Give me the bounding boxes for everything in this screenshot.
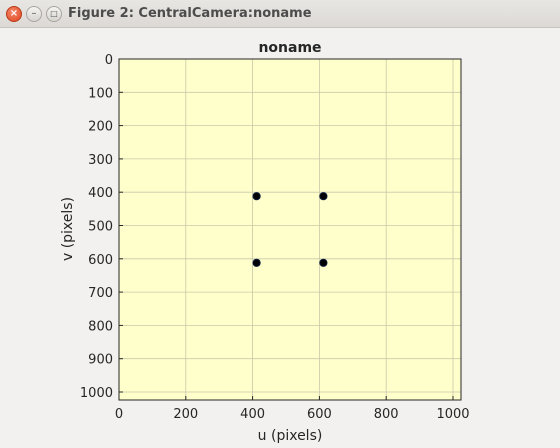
data-point xyxy=(252,192,261,201)
axes-background xyxy=(119,59,461,400)
y-tick-label: 500 xyxy=(88,220,113,235)
y-tick-label: 0 xyxy=(105,53,113,68)
axes-frame xyxy=(118,58,462,401)
y-tick-label: 800 xyxy=(88,319,113,334)
maximize-icon[interactable]: □ xyxy=(46,6,62,22)
minimize-icon[interactable]: – xyxy=(26,6,42,22)
x-tick-label: 800 xyxy=(374,407,399,422)
y-axis-label: v (pixels) xyxy=(60,197,76,261)
grid-lines xyxy=(118,58,461,400)
y-tick-label: 300 xyxy=(88,153,113,168)
x-tick-label: 1000 xyxy=(436,407,469,422)
y-tick-label: 600 xyxy=(88,253,113,268)
x-axis-label: u (pixels) xyxy=(258,428,323,444)
data-point xyxy=(319,192,328,201)
chart-title: noname xyxy=(258,40,321,56)
data-point xyxy=(252,258,261,267)
plot-canvas: 0 200 400 600 800 100001002003004005006007008… xyxy=(60,40,470,444)
y-tick-label: 900 xyxy=(88,353,113,368)
y-tick-label: 700 xyxy=(88,286,113,301)
axis-ticks: 0 200 400 600 800 100001002003004005006007008… xyxy=(80,53,470,422)
y-tick-label: 1000 xyxy=(80,386,113,401)
x-tick-label: 600 xyxy=(307,407,332,422)
window-title: Figure 2: CentralCamera:noname xyxy=(68,6,312,21)
y-tick-label: 200 xyxy=(88,120,113,135)
data-points xyxy=(252,192,328,267)
x-tick-label: 400 xyxy=(240,407,265,422)
data-point xyxy=(319,258,328,267)
y-tick-label: 400 xyxy=(88,186,113,201)
x-tick-label: 0 xyxy=(115,407,123,422)
title-bar[interactable]: × – □ Figure 2: CentralCamera:noname xyxy=(0,0,560,28)
y-tick-label: 100 xyxy=(88,86,113,101)
close-icon[interactable]: × xyxy=(6,6,22,22)
x-tick-label: 200 xyxy=(173,407,198,422)
